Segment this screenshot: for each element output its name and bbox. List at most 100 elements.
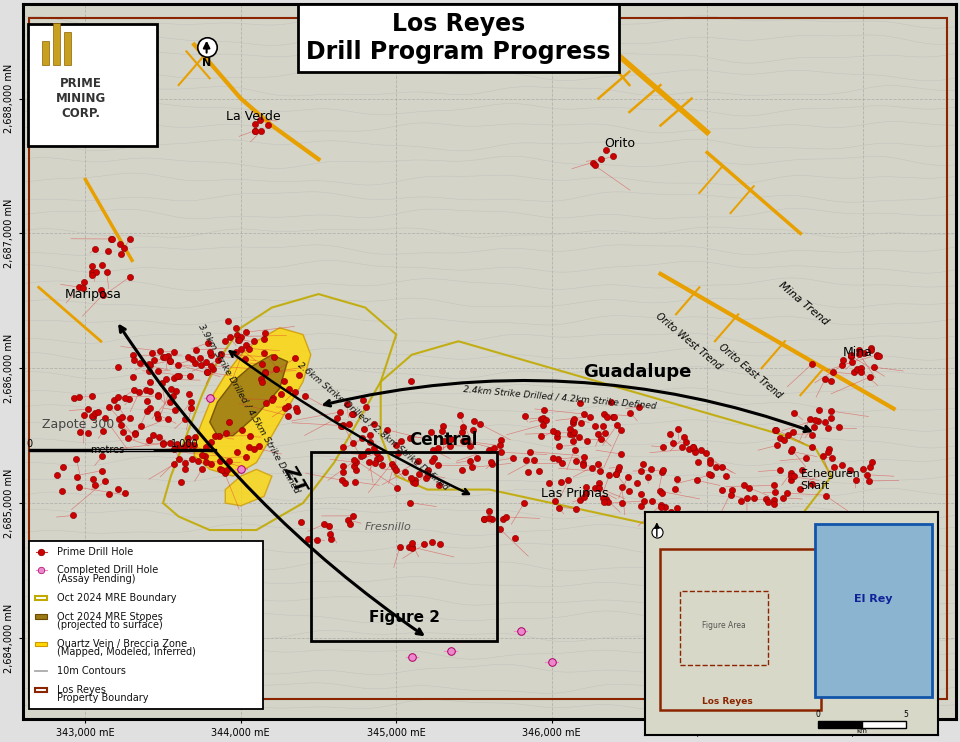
Point xyxy=(87,407,103,419)
Point xyxy=(646,511,661,523)
Point xyxy=(844,356,859,368)
Point xyxy=(120,433,135,444)
Point xyxy=(411,456,426,467)
Point xyxy=(656,464,671,476)
Point xyxy=(493,447,509,459)
Point xyxy=(443,440,458,452)
Bar xyxy=(862,721,905,729)
Polygon shape xyxy=(226,470,272,506)
Point xyxy=(221,416,236,428)
Point xyxy=(596,496,612,508)
Point xyxy=(195,449,210,461)
Point xyxy=(804,441,820,453)
Point xyxy=(355,394,371,406)
Point xyxy=(811,404,827,416)
Point xyxy=(606,150,621,162)
Bar xyxy=(30,541,263,709)
Point xyxy=(669,473,684,485)
Point xyxy=(469,452,485,464)
Point xyxy=(684,441,700,453)
Point xyxy=(347,453,362,465)
Point xyxy=(109,361,125,372)
Point xyxy=(288,352,303,364)
Point xyxy=(356,424,372,436)
Point xyxy=(309,534,324,546)
Text: metres: metres xyxy=(90,445,124,455)
Point xyxy=(593,433,609,445)
Text: PRIME
MINING
CORP.: PRIME MINING CORP. xyxy=(56,77,106,120)
Point xyxy=(484,458,499,470)
Point xyxy=(848,474,863,486)
Point xyxy=(298,390,313,401)
Point xyxy=(587,160,602,171)
Point xyxy=(117,487,132,499)
Point xyxy=(587,420,602,432)
Point xyxy=(872,349,887,361)
Text: (Assay Pending): (Assay Pending) xyxy=(57,574,135,583)
Point xyxy=(669,502,684,513)
Point xyxy=(199,456,214,468)
Point xyxy=(849,363,864,375)
Point xyxy=(157,351,173,363)
Text: 2.4km Strike Drilled / 4.2km Strike Defined: 2.4km Strike Drilled / 4.2km Strike Defi… xyxy=(463,385,657,411)
Point xyxy=(322,520,337,532)
Point xyxy=(795,464,810,476)
Point xyxy=(565,436,581,447)
Point xyxy=(424,455,440,467)
Point xyxy=(334,420,349,432)
Point xyxy=(66,392,82,404)
Point xyxy=(203,360,218,372)
Point xyxy=(156,351,171,363)
Point xyxy=(222,332,237,344)
Point xyxy=(476,513,492,525)
Point xyxy=(34,545,49,557)
Point xyxy=(178,413,193,425)
Text: 0: 0 xyxy=(815,710,820,719)
Point xyxy=(766,494,781,506)
Point xyxy=(279,400,295,412)
Point xyxy=(86,243,102,255)
Point xyxy=(495,513,511,525)
Point xyxy=(384,458,399,470)
Point xyxy=(599,493,614,505)
Point xyxy=(95,289,110,301)
Bar xyxy=(36,688,47,692)
Point xyxy=(404,651,420,663)
Point xyxy=(141,365,156,377)
Point xyxy=(229,329,245,341)
Point xyxy=(578,481,593,493)
Point xyxy=(329,412,345,424)
Point xyxy=(758,493,774,505)
Point xyxy=(718,470,733,482)
Point xyxy=(555,458,570,470)
Point xyxy=(394,435,409,447)
Point xyxy=(71,482,86,493)
Point xyxy=(69,453,84,464)
Point xyxy=(573,417,588,429)
Point xyxy=(702,468,717,480)
Bar xyxy=(63,33,71,65)
Point xyxy=(219,464,234,476)
Point xyxy=(807,414,823,426)
Point xyxy=(404,537,420,549)
Point xyxy=(265,392,280,404)
Point xyxy=(425,444,441,456)
Text: Guadalupe: Guadalupe xyxy=(583,364,691,381)
Point xyxy=(455,435,470,447)
Point xyxy=(238,339,253,351)
Point xyxy=(94,464,109,476)
Point xyxy=(358,401,373,413)
Bar xyxy=(42,41,49,65)
Point xyxy=(804,358,819,370)
Point xyxy=(776,492,791,504)
Point xyxy=(693,444,708,456)
Point xyxy=(113,419,129,431)
Point xyxy=(783,470,799,482)
Point xyxy=(593,153,609,165)
Point xyxy=(548,495,564,507)
Point xyxy=(583,411,598,423)
Point xyxy=(54,485,69,497)
Point xyxy=(166,346,181,358)
Point xyxy=(537,404,552,416)
Text: Los Reyes: Los Reyes xyxy=(702,697,753,706)
